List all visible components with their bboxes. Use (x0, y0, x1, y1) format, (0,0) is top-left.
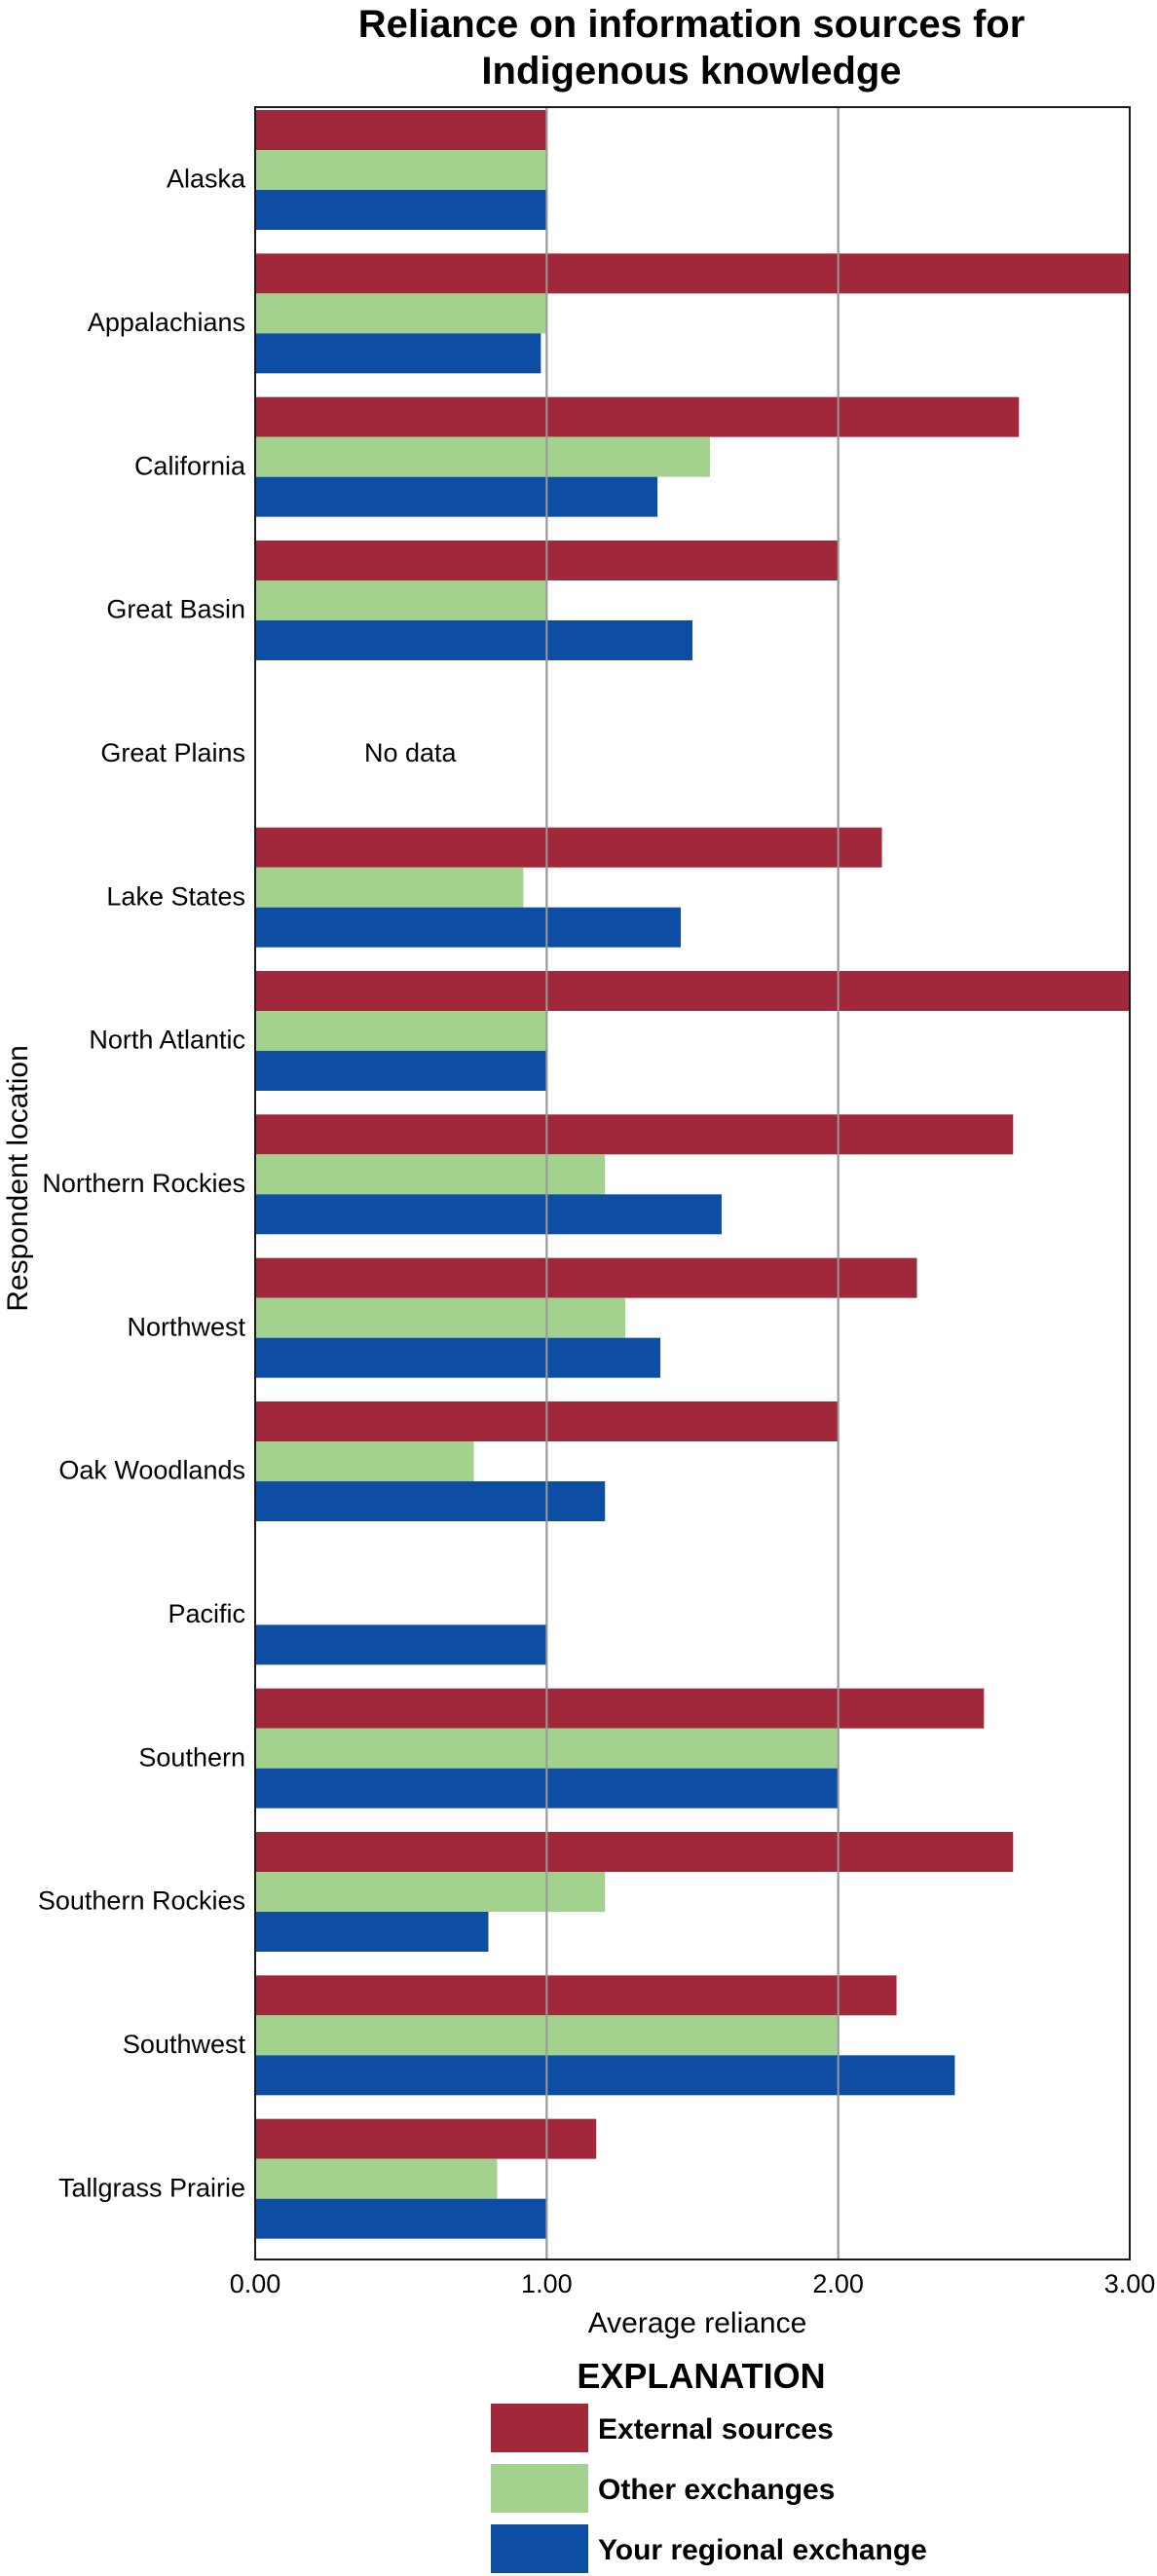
category-label-great-basin: Great Basin (106, 595, 245, 624)
category-label-north-atlantic: North Atlantic (89, 1026, 245, 1055)
category-label-southern: Southern (138, 1742, 245, 1772)
bar-oak-woodlands-other-exchanges (255, 1441, 474, 1481)
legend-swatch-external-sources (491, 2404, 588, 2452)
legend-label-your-regional-exchange: Your regional exchange (598, 2534, 927, 2566)
bar-california-external-sources (255, 396, 1020, 437)
bar-lake-states-other-exchanges (255, 867, 524, 908)
category-label-california: California (134, 451, 246, 480)
legend-label-external-sources: External sources (598, 2413, 834, 2445)
bar-tallgrass-prairie-external-sources (255, 2118, 597, 2159)
bar-great-basin-your-regional-exchange (255, 620, 692, 660)
chart-title-line-1: Reliance on information sources for (358, 3, 1026, 46)
bar-alaska-external-sources (255, 110, 547, 150)
category-label-southern-rockies: Southern Rockies (38, 1886, 245, 1916)
bar-oak-woodlands-your-regional-exchange (255, 1481, 606, 1521)
bar-southern-rockies-your-regional-exchange (255, 1912, 489, 1952)
legend-title: EXPLANATION (577, 2356, 825, 2396)
category-label-tallgrass-prairie: Tallgrass Prairie (58, 2173, 245, 2202)
x-tick-label-3-00: 3.00 (1104, 2269, 1156, 2298)
x-tick-label-0-00: 0.00 (230, 2269, 281, 2298)
bar-pacific-your-regional-exchange (255, 1624, 547, 1665)
category-label-southwest: Southwest (123, 2030, 246, 2059)
bars (255, 107, 1130, 2259)
legend-label-other-exchanges: Other exchanges (598, 2474, 835, 2506)
bar-southern-external-sources (255, 1688, 985, 1729)
category-label-lake-states: Lake States (106, 881, 245, 911)
category-label-pacific: Pacific (168, 1599, 245, 1628)
chart-title-line-2: Indigenous knowledge (481, 50, 901, 93)
bar-tallgrass-prairie-other-exchanges (255, 2158, 498, 2199)
bar-northwest-external-sources (255, 1257, 917, 1298)
bar-california-your-regional-exchange (255, 476, 658, 517)
bar-alaska-your-regional-exchange (255, 190, 547, 230)
y-axis-title: Respondent location (2, 1045, 34, 1312)
bar-appalachians-your-regional-exchange (255, 333, 541, 374)
bar-northern-rockies-external-sources (255, 1114, 1014, 1155)
x-tick-labels: 0.00 1.00 2.00 3.00 (230, 2269, 1156, 2298)
bar-alaska-other-exchanges (255, 150, 547, 190)
bar-great-basin-other-exchanges (255, 580, 547, 620)
bar-north-atlantic-your-regional-exchange (255, 1051, 547, 1091)
legend-swatch-your-regional-exchange (491, 2524, 588, 2573)
x-tick-label-2-00: 2.00 (812, 2269, 864, 2298)
bar-tallgrass-prairie-your-regional-exchange (255, 2198, 547, 2239)
bar-appalachians-other-exchanges (255, 293, 547, 334)
bar-north-atlantic-other-exchanges (255, 1011, 547, 1051)
bar-appalachians-external-sources (255, 253, 1130, 294)
category-label-northwest: Northwest (127, 1312, 245, 1341)
bar-southwest-external-sources (255, 1975, 897, 2016)
bar-north-atlantic-external-sources (255, 971, 1130, 1011)
bar-northern-rockies-other-exchanges (255, 1154, 606, 1195)
category-labels: Alaska Appalachians California Great Basin G… (38, 165, 458, 2203)
x-axis-title: Average reliance (588, 2307, 807, 2339)
bar-lake-states-external-sources (255, 827, 882, 868)
category-label-appalachians: Appalachians (88, 308, 245, 337)
plot-area-border (254, 106, 1131, 2260)
category-label-oak-woodlands: Oak Woodlands (58, 1456, 245, 1485)
bar-california-other-exchanges (255, 436, 710, 477)
legend-swatch-other-exchanges (491, 2464, 588, 2513)
bar-northwest-other-exchanges (255, 1297, 626, 1338)
bar-lake-states-your-regional-exchange (255, 907, 682, 948)
category-label-great-plains: Great Plains (100, 738, 245, 767)
bar-southern-rockies-external-sources (255, 1832, 1014, 1872)
category-label-northern-rockies: Northern Rockies (42, 1169, 245, 1198)
annotation-great-plains: No data (364, 738, 458, 767)
bar-southwest-your-regional-exchange (255, 2055, 955, 2096)
x-tick-label-1-00: 1.00 (521, 2269, 573, 2298)
category-label-alaska: Alaska (167, 165, 246, 194)
bar-southern-rockies-other-exchanges (255, 1872, 606, 1912)
bar-northwest-your-regional-exchange (255, 1337, 661, 1378)
legend: External sources Other exchanges Your regi… (491, 2404, 927, 2573)
bar-northern-rockies-your-regional-exchange (255, 1194, 722, 1235)
